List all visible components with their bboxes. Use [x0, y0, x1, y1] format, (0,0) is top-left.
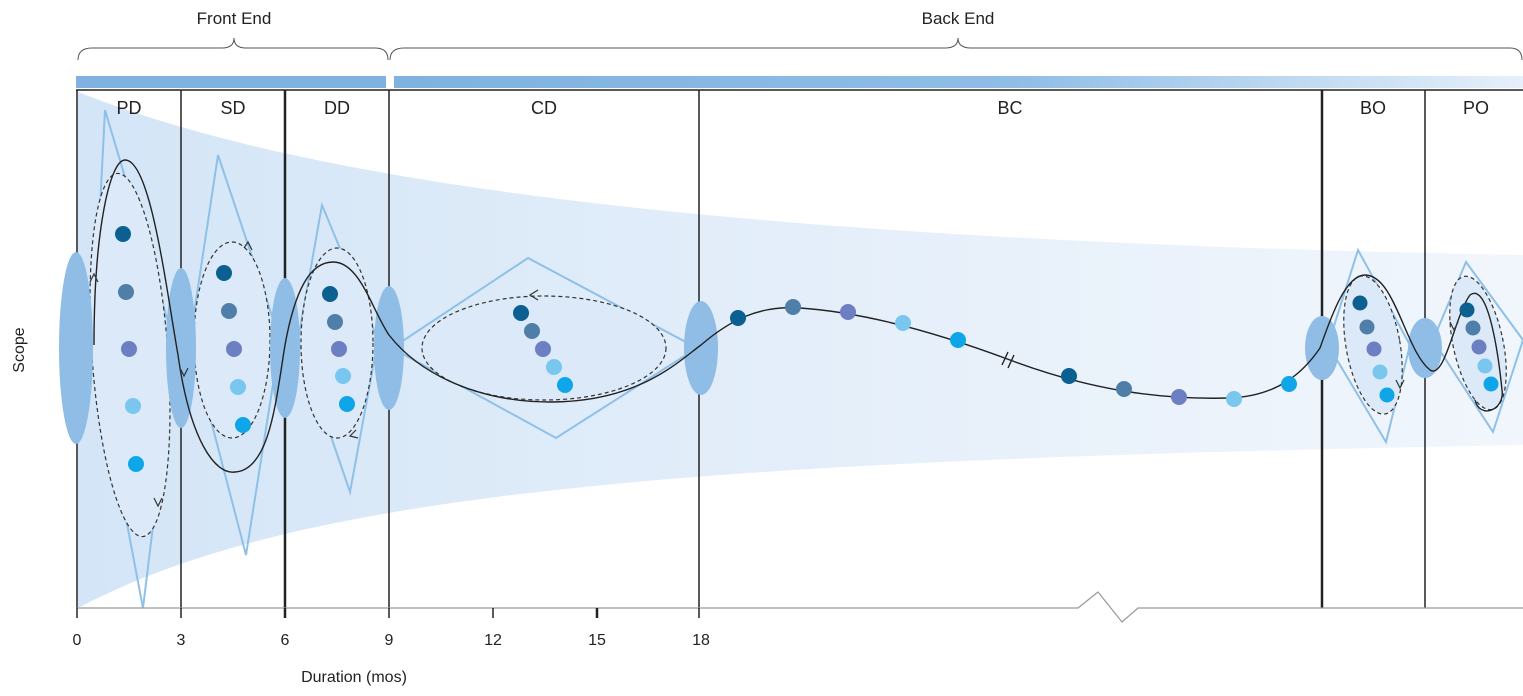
scope-funnel	[78, 92, 1523, 608]
front-end-brace	[77, 37, 389, 61]
diamond-bo	[1326, 247, 1412, 445]
arrow-pd-up	[89, 272, 99, 283]
dot	[524, 323, 540, 339]
transition-po	[1408, 318, 1442, 378]
dot	[785, 299, 801, 315]
dot	[235, 417, 251, 433]
break-mark	[1001, 351, 1015, 369]
dot	[1226, 391, 1242, 407]
dot	[230, 379, 246, 395]
tick-label: 6	[281, 632, 290, 649]
tick-label: 18	[692, 632, 710, 649]
dot	[1465, 320, 1481, 336]
dot	[331, 341, 347, 357]
dot	[1483, 376, 1499, 392]
dot	[128, 456, 144, 472]
phase-label-dd: DD	[324, 98, 350, 118]
tick-label: 0	[73, 632, 82, 649]
phase-label-bc: BC	[997, 98, 1022, 118]
y-axis-label: Scope	[11, 327, 28, 372]
dot	[840, 304, 856, 320]
front-end-bar	[76, 76, 386, 88]
dot	[115, 226, 131, 242]
transition-3	[166, 268, 196, 428]
dot	[546, 359, 562, 375]
dot	[226, 341, 242, 357]
transition-9	[374, 286, 404, 410]
dot	[322, 286, 338, 302]
arrow-cd	[528, 289, 539, 301]
x-axis	[77, 591, 1523, 623]
dot	[1359, 319, 1375, 335]
x-axis-ticks	[76, 608, 700, 618]
dot	[1171, 389, 1187, 405]
phase-label-bo: BO	[1360, 98, 1386, 118]
dot	[125, 398, 141, 414]
phase-label-po: PO	[1463, 98, 1489, 118]
arrow-sd-down	[179, 367, 189, 378]
phase-label-sd: SD	[220, 98, 245, 118]
dot	[895, 315, 911, 331]
x-axis-label: Duration (mos)	[301, 669, 407, 686]
tick-label: 3	[177, 632, 186, 649]
dot	[1459, 302, 1475, 318]
phase-dots	[115, 226, 1499, 472]
dot	[1366, 341, 1382, 357]
phase-label-pd: PD	[116, 98, 141, 118]
arrow-sd-up	[243, 240, 253, 251]
dot	[557, 377, 573, 393]
arrow-bo	[1395, 379, 1405, 390]
dot	[1116, 381, 1132, 397]
back-end-label: Back End	[922, 9, 995, 28]
phase-ellipses	[89, 172, 1507, 538]
dot	[121, 341, 137, 357]
back-end-brace	[389, 37, 1523, 61]
process-flow-curve	[93, 159, 1503, 473]
arrow-pd-down	[153, 497, 163, 508]
transition-bo	[1305, 316, 1339, 380]
dot	[1471, 339, 1487, 355]
dot	[118, 284, 134, 300]
dot	[1372, 364, 1388, 380]
dot	[335, 368, 351, 384]
dot	[535, 341, 551, 357]
dot	[1379, 387, 1395, 403]
dot	[1477, 358, 1493, 374]
tick-label: 9	[385, 632, 394, 649]
tick-label: 15	[588, 632, 606, 649]
flow-arrows	[89, 240, 1459, 508]
transition-0	[59, 252, 93, 444]
back-end-bar	[394, 76, 1523, 88]
dot	[216, 265, 232, 281]
arrow-dd	[348, 429, 359, 439]
dot	[1061, 368, 1077, 384]
phase-label-cd: CD	[531, 98, 557, 118]
dot	[221, 303, 237, 319]
dot	[950, 332, 966, 348]
arrow-po	[1449, 321, 1459, 332]
transition-18	[684, 301, 718, 395]
dot	[327, 314, 343, 330]
dot	[513, 305, 529, 321]
ellipse-sd	[193, 241, 271, 439]
front-end-label: Front End	[197, 9, 272, 28]
dot	[339, 396, 355, 412]
dot	[730, 310, 746, 326]
tick-label: 12	[484, 632, 502, 649]
dot	[1352, 295, 1368, 311]
dot	[1281, 376, 1297, 392]
diamond-po	[1431, 259, 1523, 435]
